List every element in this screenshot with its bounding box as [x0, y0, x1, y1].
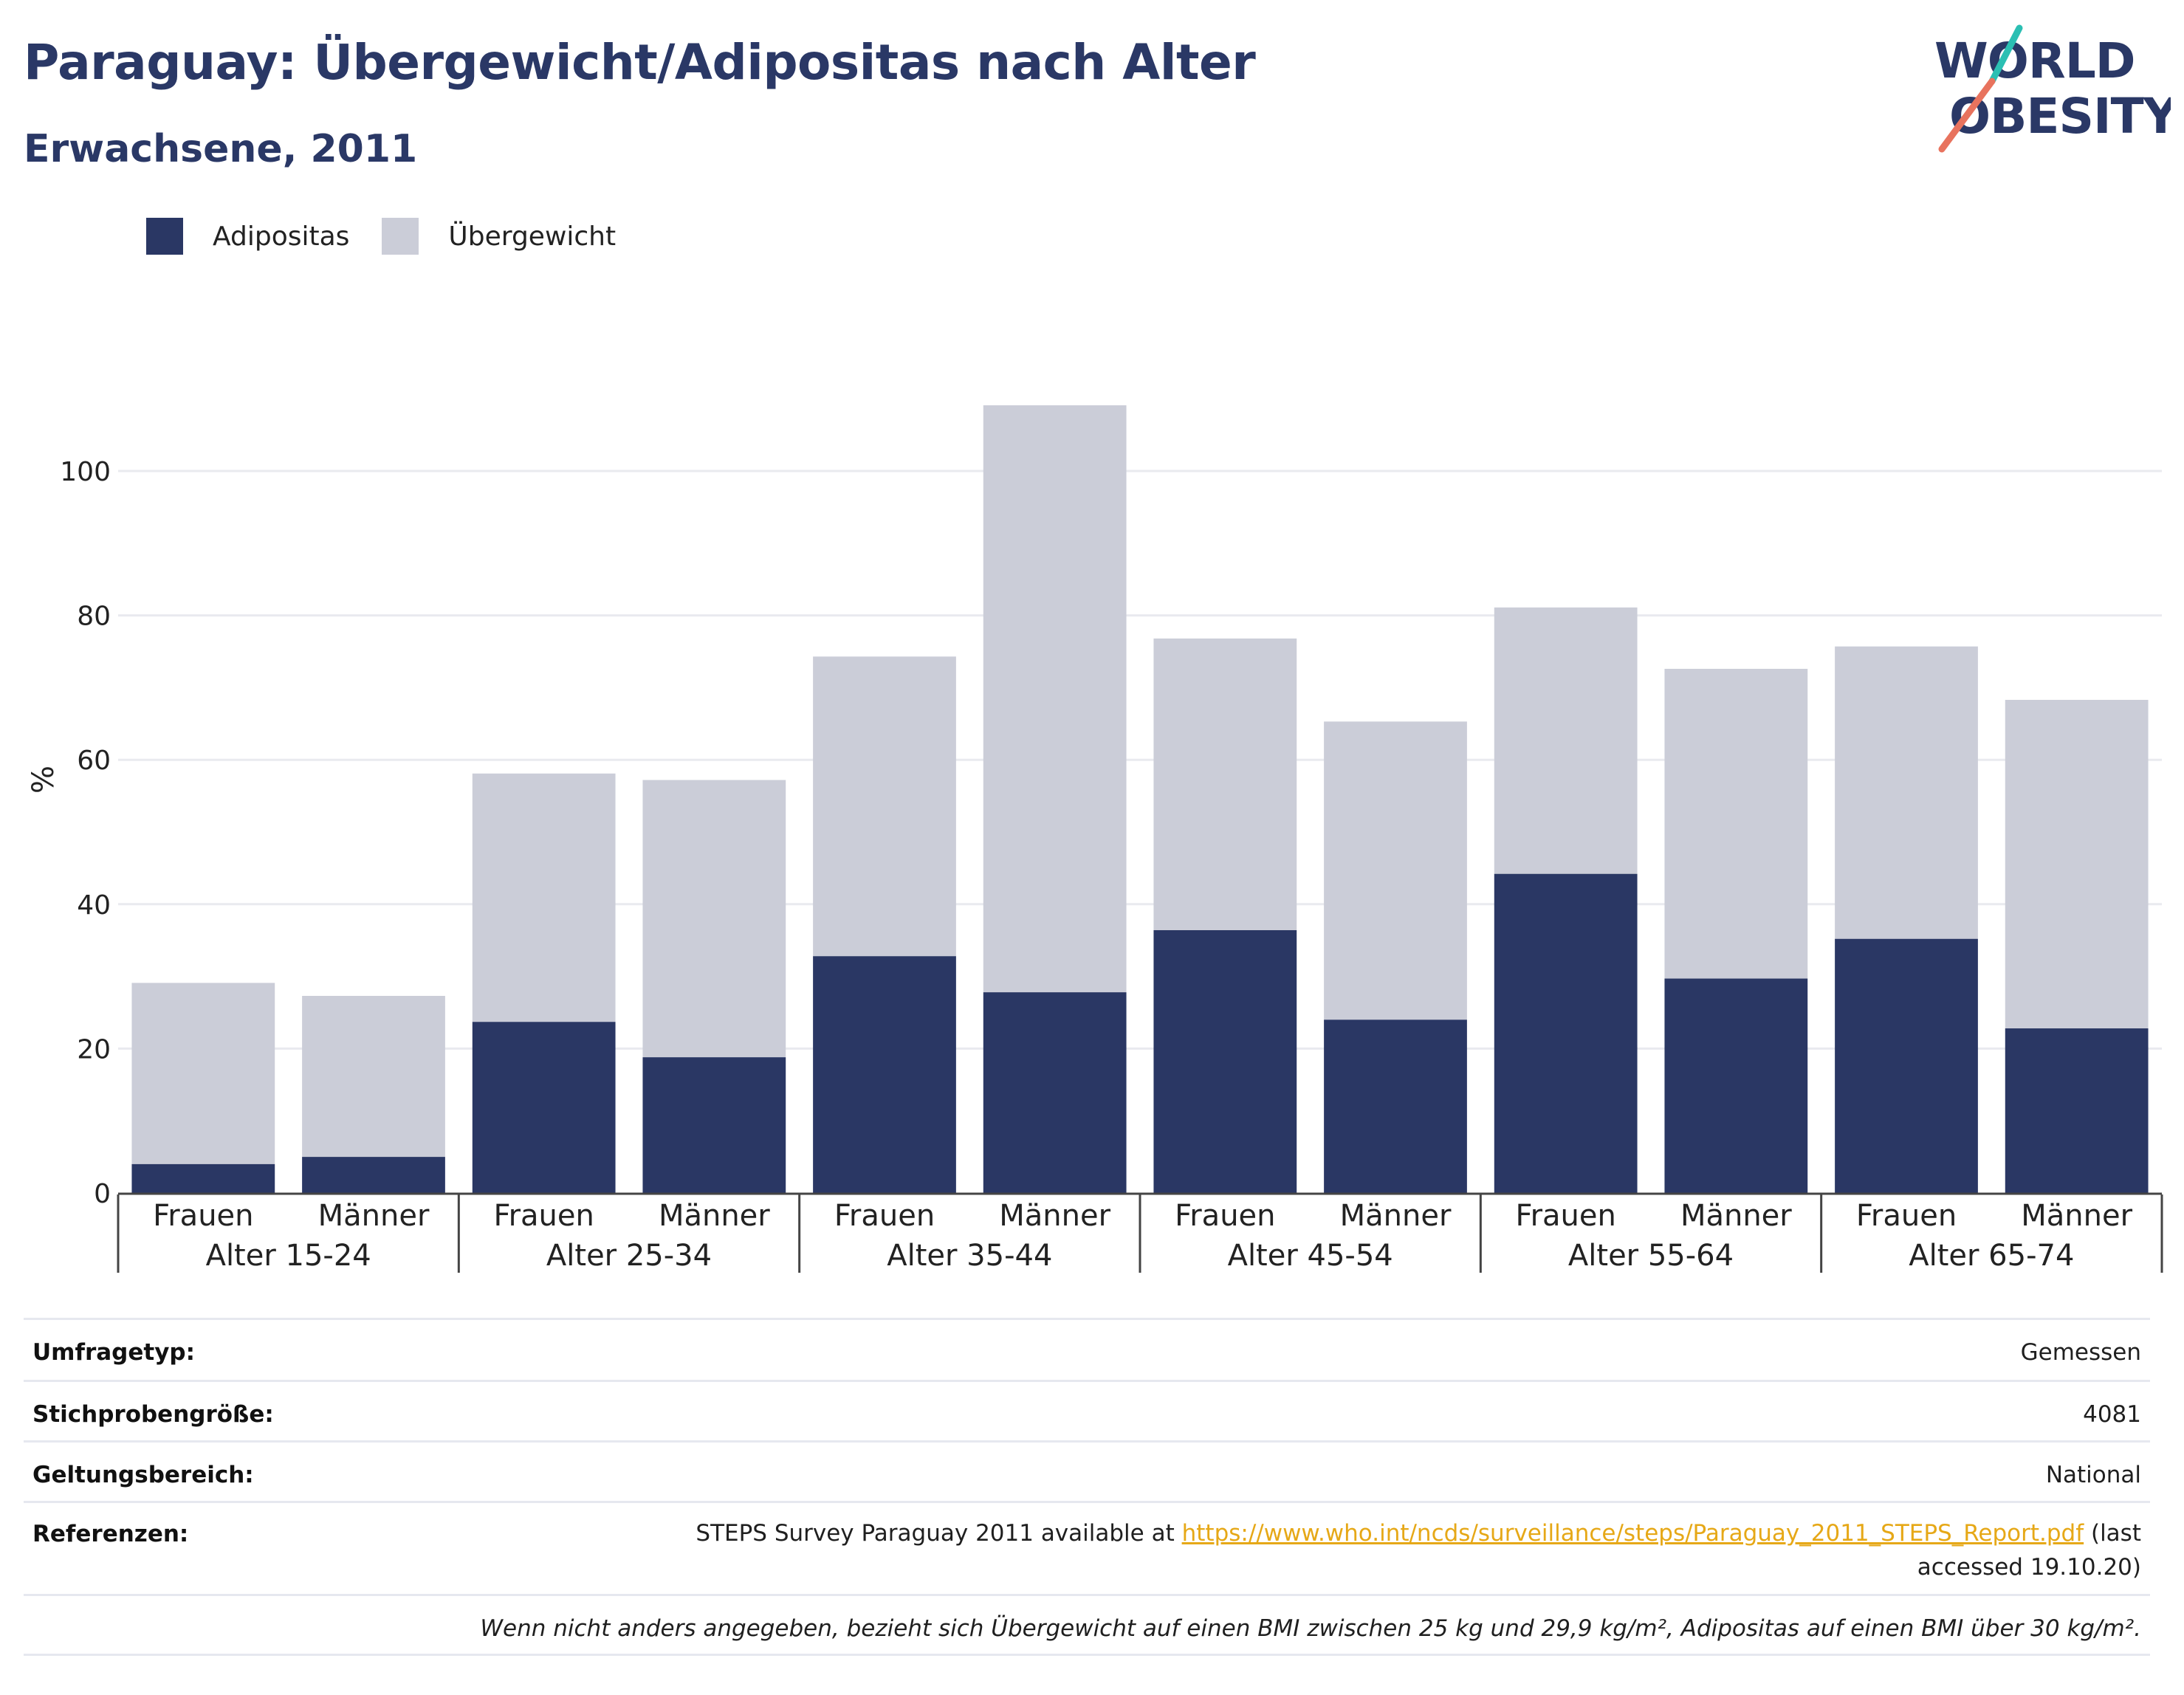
bar-uebergewicht: [2005, 700, 2149, 1029]
definition-note: Wenn nicht anders angegeben, bezieht sic…: [480, 1615, 2141, 1642]
y-tick-label: 0: [94, 1179, 111, 1209]
x-group-label: Alter 25-34: [546, 1239, 712, 1273]
bar-uebergewicht: [472, 773, 616, 1022]
bar-uebergewicht: [1494, 607, 1638, 874]
page-subtitle: Erwachsene, 2011: [24, 127, 418, 171]
legend-label-uebergewicht: Übergewicht: [448, 221, 617, 252]
bar-adipositas: [983, 992, 1127, 1193]
bar-adipositas: [1664, 978, 1808, 1193]
bar-adipositas: [1153, 930, 1297, 1193]
meta-row-references: Referenzen: STEPS Survey Paraguay 2011 a…: [24, 1501, 2150, 1594]
bar-uebergewicht: [642, 780, 786, 1058]
bar-adipositas: [302, 1157, 445, 1193]
bar-uebergewicht: [302, 996, 445, 1158]
bar-uebergewicht: [1835, 646, 1978, 939]
bar-adipositas: [813, 956, 956, 1193]
y-tick-label: 20: [77, 1034, 111, 1065]
x-group-label: Alter 35-44: [887, 1239, 1052, 1273]
world-obesity-logo: WORLD OBESITY: [1934, 24, 2171, 153]
x-subcategory-label: Frauen: [1175, 1199, 1275, 1233]
scope-value: National: [2045, 1462, 2141, 1488]
bar-adipositas: [1324, 1020, 1467, 1193]
x-subcategory-label: Frauen: [493, 1199, 594, 1233]
sample-size-label: Stichprobengröße:: [32, 1401, 274, 1428]
survey-info-table: Umfragetyp: Gemessen Stichprobengröße: 4…: [24, 1318, 2150, 1656]
x-subcategory-label: Frauen: [834, 1199, 935, 1233]
legend-label-adipositas: Adipositas: [213, 221, 350, 252]
x-subcategory-label: Männer: [2021, 1199, 2132, 1233]
bar-uebergewicht: [1664, 668, 1808, 979]
bar-adipositas: [131, 1163, 275, 1193]
scope-label: Geltungsbereich:: [32, 1462, 254, 1488]
x-subcategory-label: Männer: [659, 1199, 770, 1233]
y-tick-label: 60: [77, 746, 111, 776]
bar-adipositas: [2005, 1028, 2149, 1193]
svg-text:OBESITY: OBESITY: [1949, 88, 2171, 145]
x-subcategory-label: Frauen: [153, 1199, 253, 1233]
stacked-bar-chart: 0 20 40 60 80 100% Frauen Männer Alter 15-24 Frau…: [27, 405, 2163, 1273]
x-subcategory-label: Männer: [318, 1199, 430, 1233]
survey-type-value: Gemessen: [2020, 1339, 2141, 1366]
svg-text:WORLD: WORLD: [1934, 32, 2135, 89]
references-text-before: STEPS Survey Paraguay 2011 available at: [696, 1520, 1182, 1547]
bar-uebergewicht: [1153, 638, 1297, 931]
meta-row-sample-size: Stichprobengröße: 4081: [24, 1380, 2150, 1440]
bar-adipositas: [642, 1057, 786, 1193]
bar-uebergewicht: [813, 656, 956, 957]
references-text-after: (last accessed 19.10.20): [1917, 1520, 2141, 1581]
x-group-label: Alter 15-24: [206, 1239, 371, 1273]
bar-adipositas: [472, 1022, 616, 1193]
page-title: Paraguay: Übergewicht/Adipositas nach Al…: [24, 34, 1256, 91]
meta-row-note: Wenn nicht anders angegeben, bezieht sic…: [24, 1594, 2150, 1656]
y-tick-label: 40: [77, 890, 111, 921]
x-subcategory-label: Frauen: [1515, 1199, 1615, 1233]
y-tick-label: 100: [60, 457, 111, 487]
legend-item-uebergewicht[interactable]: Übergewicht: [382, 218, 616, 255]
bar-uebergewicht: [131, 983, 275, 1164]
x-subcategory-label: Männer: [999, 1199, 1110, 1233]
bar-uebergewicht: [983, 405, 1127, 993]
y-tick-label: 80: [77, 602, 111, 632]
survey-type-label: Umfragetyp:: [32, 1339, 195, 1366]
meta-row-survey-type: Umfragetyp: Gemessen: [24, 1318, 2150, 1380]
references-link[interactable]: https://www.who.int/ncds/surveillance/st…: [1181, 1520, 2084, 1547]
y-axis-label: %: [27, 766, 61, 794]
x-group-label: Alter 65-74: [1909, 1239, 2074, 1273]
sample-size-value: 4081: [2083, 1401, 2141, 1428]
bar-uebergewicht: [1324, 721, 1467, 1020]
x-subcategory-label: Frauen: [1856, 1199, 1957, 1233]
x-subcategory-label: Männer: [1680, 1199, 1792, 1233]
bar-adipositas: [1835, 938, 1978, 1193]
meta-row-scope: Geltungsbereich: National: [24, 1440, 2150, 1501]
bar-adipositas: [1494, 873, 1638, 1193]
legend-item-adipositas[interactable]: Adipositas: [146, 218, 349, 255]
x-subcategory-label: Männer: [1340, 1199, 1452, 1233]
x-group-label: Alter 45-54: [1228, 1239, 1393, 1273]
legend-swatch-uebergewicht: [382, 218, 419, 255]
references-label: Referenzen:: [32, 1521, 189, 1547]
legend-swatch-adipositas: [146, 218, 183, 255]
x-group-label: Alter 55-64: [1568, 1239, 1734, 1273]
chart-legend: Adipositas Übergewicht: [146, 218, 648, 255]
references-value: STEPS Survey Paraguay 2011 available at …: [642, 1516, 2141, 1584]
